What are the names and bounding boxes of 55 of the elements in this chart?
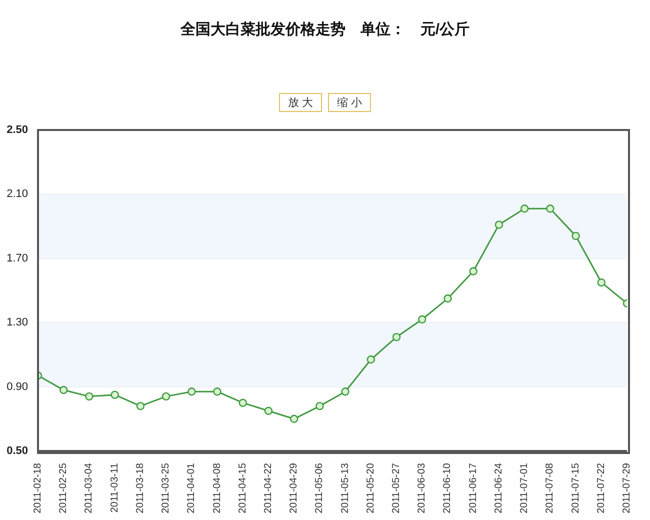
point <box>572 232 580 240</box>
point <box>494 220 504 229</box>
point <box>85 392 94 401</box>
x-tick-label: 2011-04-15 <box>237 462 248 514</box>
x-tick-label: 2011-03-25 <box>160 462 172 514</box>
point <box>238 398 247 407</box>
x-tick-label: 2011-07-01 <box>519 462 530 514</box>
x-tick-label: 2011-03-04 <box>84 462 95 514</box>
x-tick-label: 2011-07-15 <box>570 462 582 514</box>
text: 放 大 <box>278 93 322 112</box>
x-tick-label: 2011-03-18 <box>134 462 146 514</box>
point <box>418 315 426 324</box>
point <box>597 278 606 287</box>
x-tick-label: 2011-06-17 <box>468 462 479 514</box>
x-tick-label: 2011-07-29 <box>622 462 632 514</box>
x-tick-label: 2011-05-20 <box>365 462 376 514</box>
x-tick-label: 2011-04-29 <box>288 462 300 514</box>
point <box>60 386 68 394</box>
y-tick-label: 2.50 <box>6 124 28 136</box>
chart-title: 全国大白菜批发价格走势 单位： 元/公斤 <box>179 20 471 39</box>
x-tick-label: 2011-07-22 <box>596 462 607 514</box>
point <box>162 392 170 401</box>
y-tick-label: 0.50 <box>6 445 28 457</box>
point <box>213 388 222 396</box>
y-tick-label: 1.30 <box>6 316 28 329</box>
y-tick-label: 0.90 <box>6 380 28 393</box>
point <box>392 332 401 342</box>
point <box>290 414 298 423</box>
point <box>316 402 324 410</box>
point <box>366 355 376 364</box>
point <box>546 204 554 213</box>
point <box>188 388 196 396</box>
x-tick-label: 2011-06-03 <box>416 462 428 514</box>
point <box>520 204 529 213</box>
x-tick-label: 2011-05-27 <box>391 462 402 514</box>
point <box>444 294 452 303</box>
x-tick-label: 2011-06-10 <box>442 462 454 514</box>
text: 缩 小 <box>328 93 372 112</box>
point <box>264 406 273 415</box>
x-tick-label: 2011-04-22 <box>262 462 274 514</box>
point <box>136 402 145 410</box>
x-tick-label: 2011-03-11 <box>109 462 120 513</box>
x-tick-label: 2011-02-25 <box>58 462 70 514</box>
point <box>341 388 350 396</box>
x-tick-label: 2011-05-13 <box>340 462 351 514</box>
x-tick-label: 2011-04-08 <box>212 462 223 514</box>
x-tick-label: 2011-02-18 <box>32 462 44 514</box>
y-tick-label: 1.70 <box>6 252 28 264</box>
x-tick-label: 2011-05-06 <box>314 462 326 514</box>
y-tick-label: 2.10 <box>6 188 28 200</box>
x-tick-label: 2011-06-24 <box>493 462 504 514</box>
x-tick-label: 2011-07-08 <box>544 462 556 514</box>
point <box>469 267 478 276</box>
point <box>110 390 119 399</box>
x-tick-label: 2011-04-01 <box>186 462 198 514</box>
